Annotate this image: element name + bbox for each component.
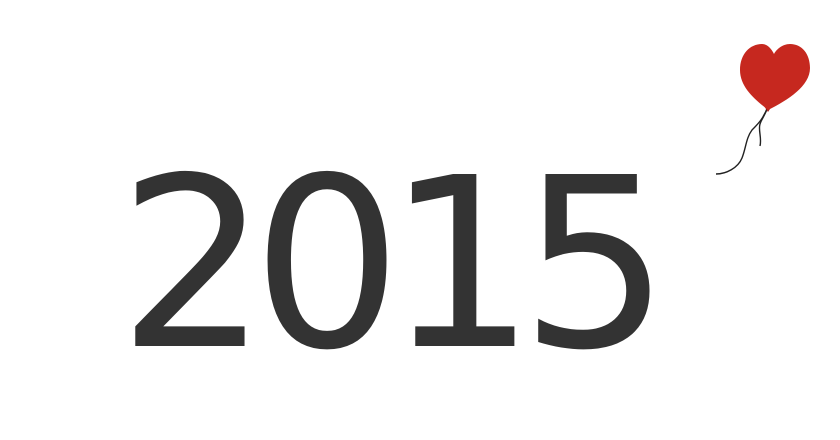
balloon-string-main — [715, 105, 769, 175]
heart-shape — [740, 44, 810, 110]
year-digit-3: 1 — [386, 127, 537, 402]
year-digit-1: 2 — [118, 127, 269, 402]
year-digit-4: 5 — [520, 127, 671, 402]
heart-balloon-icon — [715, 44, 810, 175]
year-digit-2: 0 — [252, 127, 403, 402]
year-text: 2 0 1 5 — [118, 127, 671, 402]
balloon-string-secondary — [758, 105, 769, 147]
